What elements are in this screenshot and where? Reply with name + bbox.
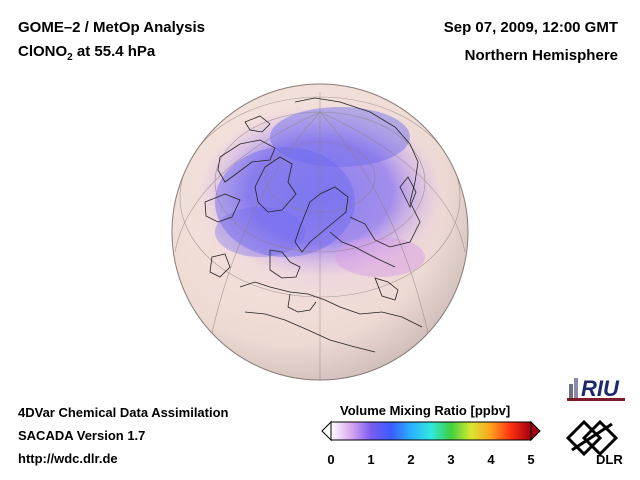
colorbar-tick-label: 3 (447, 452, 455, 467)
region-label: Northern Hemisphere (464, 47, 618, 64)
footer-url[interactable]: http://wdc.dlr.de (18, 451, 118, 466)
colorbar-gradient (330, 421, 532, 441)
globe-map (171, 83, 469, 381)
clono2-field (174, 92, 466, 380)
title-species: ClONO2 at 55.4 hPa (18, 43, 155, 63)
dlr-text: DLR (596, 452, 623, 466)
riu-logo: RIU (567, 376, 625, 401)
footer-method: 4DVar Chemical Data Assimilation (18, 405, 229, 420)
riu-text: RIU (581, 376, 620, 401)
coastlines (204, 97, 423, 353)
species-subscript: 2 (67, 52, 73, 63)
species-suffix: at 55.4 hPa (72, 43, 156, 60)
colorbar-tick-label: 2 (407, 452, 415, 467)
colorbar-title: Volume Mixing Ratio [ppbv] (340, 403, 511, 418)
dlr-logo: DLR (565, 419, 623, 466)
colorbar-right-arrow (530, 420, 541, 442)
species-prefix: ClONO (18, 43, 68, 60)
colorbar-left-arrow (321, 420, 332, 442)
colorbar (321, 420, 541, 442)
footer-version: SACADA Version 1.7 (18, 428, 146, 443)
colorbar-tick-label: 1 (367, 452, 375, 467)
colorbar-tick-label: 0 (327, 452, 335, 467)
colorbar-tick-label: 5 (527, 452, 535, 467)
colorbar-tick-label: 4 (487, 452, 495, 467)
datetime-label: Sep 07, 2009, 12:00 GMT (443, 19, 618, 36)
title-instrument: GOME–2 / MetOp Analysis (18, 19, 205, 36)
